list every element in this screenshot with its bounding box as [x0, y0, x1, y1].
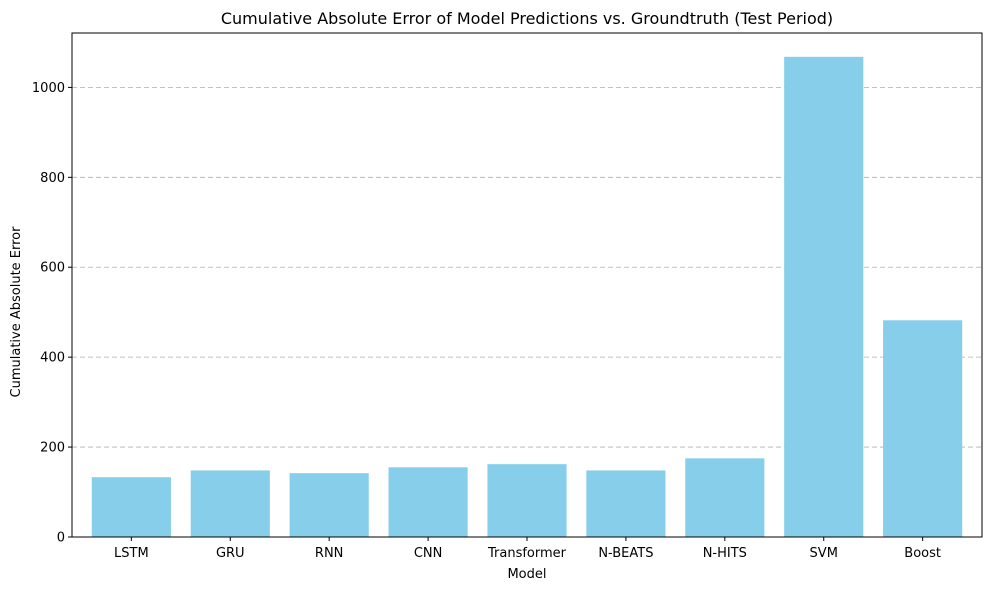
y-tick-label: 200 — [40, 441, 65, 456]
bar-svm — [784, 56, 864, 537]
y-tick-label: 0 — [57, 531, 65, 546]
x-tick-label: LSTM — [114, 546, 149, 561]
x-tick-label: CNN — [414, 546, 443, 561]
y-axis-label: Cumulative Absolute Error — [9, 226, 24, 398]
x-tick-label: Transformer — [487, 546, 567, 561]
x-tick-label: GRU — [216, 546, 245, 561]
bar-n-hits — [685, 458, 765, 537]
x-tick-label: N-BEATS — [598, 546, 653, 561]
x-axis: LSTM GRU RNN CNN Transformer N-BEATS N-HITS SVM… — [114, 537, 941, 561]
bars — [91, 56, 963, 537]
bar-cnn — [388, 467, 468, 537]
y-axis: 0 200 400 600 800 1000 — [32, 81, 72, 546]
bar-lstm — [91, 477, 171, 537]
y-tick-label: 1000 — [32, 81, 65, 96]
x-tick-label: RNN — [315, 546, 343, 561]
x-axis-label: Model — [507, 567, 546, 582]
x-tick-label: Boost — [904, 546, 941, 561]
y-tick-label: 800 — [40, 171, 65, 186]
y-tick-label: 400 — [40, 351, 65, 366]
bar-transformer — [487, 464, 567, 537]
y-tick-label: 600 — [40, 261, 65, 276]
bar-gru — [190, 470, 270, 537]
bar-n-beats — [586, 470, 666, 537]
x-tick-label: SVM — [810, 546, 838, 561]
bar-rnn — [289, 473, 369, 537]
x-tick-label: N-HITS — [703, 546, 747, 561]
bar-boost — [883, 320, 963, 537]
chart-title: Cumulative Absolute Error of Model Predi… — [221, 9, 833, 28]
